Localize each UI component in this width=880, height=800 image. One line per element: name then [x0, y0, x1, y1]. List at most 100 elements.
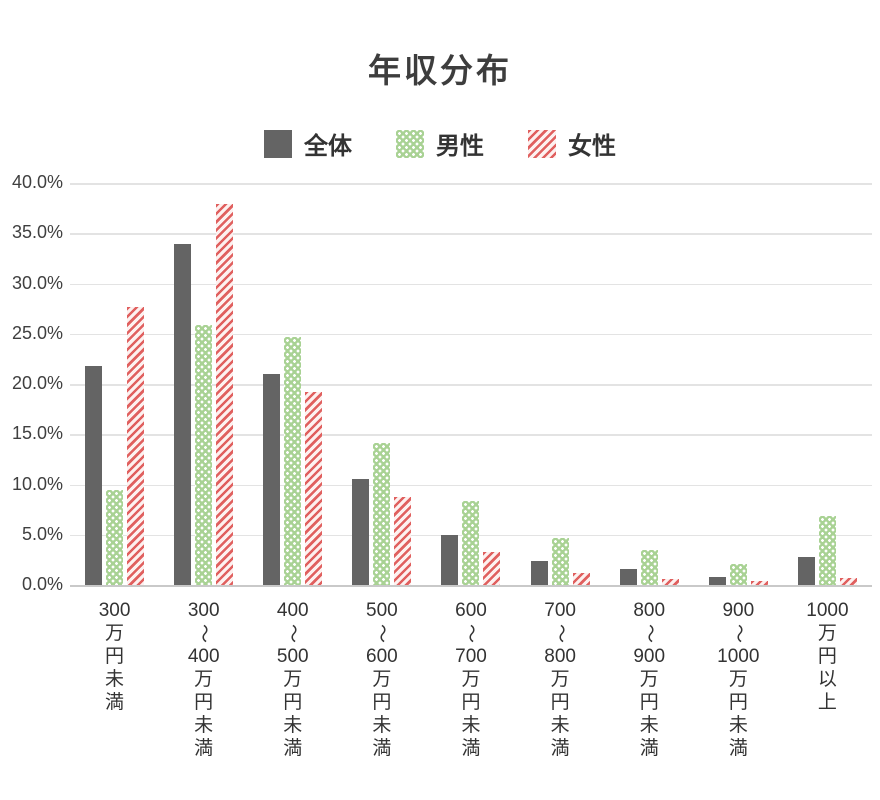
- label-segment: 円: [194, 692, 214, 713]
- bar-zentai-1: [174, 244, 192, 585]
- bar-zentai-0: [85, 365, 103, 585]
- bar-group-2: [248, 183, 337, 585]
- label-segment: 未: [194, 715, 214, 736]
- label-segment: 万: [728, 669, 748, 690]
- wave-dash: 〜: [193, 623, 215, 644]
- bar-group-4: [426, 183, 515, 585]
- bar-group-3: [337, 183, 426, 585]
- label-segment: 300: [187, 600, 220, 621]
- label-segment: 満: [461, 738, 481, 759]
- y-tick-label: 10.0%: [11, 473, 63, 494]
- legend-label-dansei: 男性: [436, 133, 484, 160]
- x-axis-baseline: [70, 585, 872, 587]
- chart-legend: 全体 男性 女性: [0, 126, 880, 161]
- legend-swatch-zentai: [264, 129, 292, 158]
- y-tick-label: 0.0%: [21, 574, 63, 594]
- y-axis-labels: 40.0% 35.0% 30.0% 25.0% 20.0% 15.0% 10.0% 5.0% 0…: [0, 0, 63, 800]
- label-segment: 未: [639, 715, 659, 736]
- x-category-label-7: 900 〜 1000 万円未満: [694, 599, 783, 760]
- y-tick-label: 15.0%: [11, 423, 63, 444]
- label-segment: 万: [817, 623, 837, 644]
- label-segment: 600: [455, 600, 487, 621]
- bar-group-7: [694, 183, 783, 585]
- bar-josei-1: [216, 204, 234, 585]
- label-segment: 円: [461, 692, 481, 713]
- label-segment: 上: [817, 692, 837, 713]
- label-segment: 円: [817, 646, 837, 667]
- label-segment: 未: [728, 715, 748, 736]
- bar-dansei-0: [106, 489, 124, 585]
- gridline: [70, 283, 872, 285]
- bar-zentai-6: [619, 568, 637, 585]
- label-segment: 満: [550, 738, 570, 759]
- plot-area: [70, 183, 872, 587]
- x-category-label-4: 600 〜 700 万円未満: [426, 599, 515, 760]
- label-segment: 万: [283, 669, 303, 690]
- bar-zentai-4: [441, 534, 459, 585]
- bar-zentai-3: [352, 479, 370, 585]
- label-segment: 400: [187, 646, 220, 667]
- x-category-label-3: 500 〜 600 万円未満: [337, 599, 426, 760]
- bar-group-0: [70, 183, 159, 585]
- bar-dansei-8: [818, 515, 836, 585]
- gridline: [70, 484, 872, 486]
- label-segment: 300: [98, 600, 131, 621]
- label-segment: 満: [283, 738, 303, 759]
- legend-item-dansei: 男性: [396, 126, 484, 161]
- bar-dansei-3: [373, 443, 391, 585]
- label-segment: 万: [372, 669, 392, 690]
- label-segment: 満: [728, 738, 748, 759]
- label-segment: 以: [817, 669, 837, 690]
- bar-josei-2: [305, 392, 323, 585]
- label-segment: 500: [366, 600, 398, 621]
- legend-item-josei: 女性: [528, 126, 616, 161]
- legend-swatch-josei: [528, 129, 556, 158]
- label-segment: 万: [639, 669, 659, 690]
- bar-josei-3: [394, 496, 412, 585]
- label-segment: 満: [105, 692, 125, 713]
- y-tick-label: 20.0%: [11, 373, 63, 393]
- label-segment: 未: [372, 715, 392, 736]
- bar-dansei-4: [462, 500, 480, 585]
- bar-dansei-1: [195, 324, 213, 585]
- label-segment: 800: [544, 646, 576, 667]
- bar-dansei-7: [729, 563, 747, 585]
- label-segment: 未: [283, 715, 303, 736]
- bar-dansei-5: [551, 537, 569, 585]
- label-segment: 円: [283, 692, 303, 713]
- x-axis-labels: 300 万円未満 300 〜 400 万円未満 400 〜 500 万円未満 500 〜 600 万円未満…: [70, 599, 872, 760]
- label-segment: 円: [728, 692, 748, 713]
- label-segment: 900: [722, 600, 755, 621]
- bar-josei-8: [839, 577, 857, 585]
- bar-josei-7: [750, 580, 768, 585]
- label-segment: 未: [461, 715, 481, 736]
- bar-group-6: [605, 183, 694, 585]
- x-category-label-5: 700 〜 800 万円未満: [516, 599, 605, 760]
- legend-label-josei: 女性: [568, 133, 616, 160]
- label-segment: 1000: [717, 646, 760, 667]
- gridline: [70, 384, 872, 386]
- bar-zentai-8: [797, 556, 815, 585]
- bar-group-5: [516, 183, 605, 585]
- x-category-label-1: 300 〜 400 万円未満: [159, 599, 248, 760]
- bar-josei-4: [483, 551, 501, 585]
- x-category-label-6: 800 〜 900 万円未満: [605, 599, 694, 760]
- label-segment: 500: [276, 646, 309, 667]
- bar-zentai-2: [263, 373, 281, 585]
- label-segment: 800: [633, 600, 666, 621]
- label-segment: 円: [372, 692, 392, 713]
- bar-josei-5: [572, 572, 590, 585]
- legend-item-zentai: 全体: [264, 126, 352, 161]
- label-segment: 900: [633, 646, 666, 667]
- bar-group-1: [159, 183, 248, 585]
- y-tick-label: 5.0%: [21, 523, 63, 544]
- label-segment: 400: [276, 600, 309, 621]
- legend-swatch-dansei: [396, 129, 424, 158]
- wave-dash: 〜: [638, 623, 660, 644]
- wave-dash: 〜: [282, 623, 304, 644]
- label-segment: 700: [544, 600, 576, 621]
- gridline: [70, 434, 872, 436]
- bar-dansei-6: [640, 549, 658, 585]
- bar-zentai-7: [708, 576, 726, 585]
